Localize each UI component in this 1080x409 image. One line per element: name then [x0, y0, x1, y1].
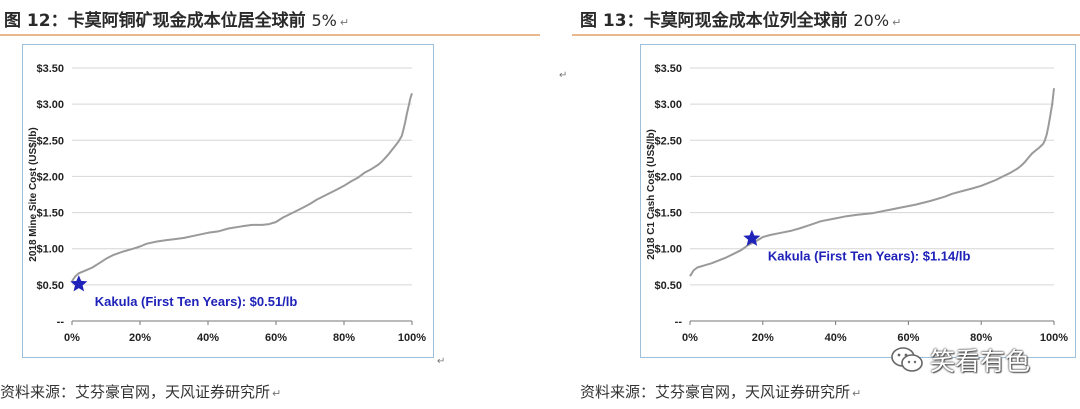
y-tick-label: $0.50: [654, 280, 682, 292]
source-text: 资料来源：艾芬豪官网，天风证券研究所: [0, 383, 271, 401]
y-tick-label: $1.50: [654, 208, 682, 220]
x-tick-label: 80%: [970, 332, 992, 344]
chart-left: -- $0.50 $1.00 $1.50 $2.00 $2.50 $3.00 $3.50 0% 2…: [22, 44, 434, 358]
y-tick-label: $1.50: [36, 208, 64, 220]
y-axis-label: 2018 Mine Site Cost (US$/lb): [28, 127, 39, 261]
y-tick-label: $0.50: [36, 280, 64, 292]
y-tick-label: $1.00: [36, 244, 64, 256]
figure-title-right: 图 13：卡莫阿现金成本位列全球前 20% ↵: [580, 6, 901, 31]
figure-title-left: 图 12：卡莫阿铜矿现金成本位居全球前 5% ↵: [4, 6, 349, 31]
x-tick-label: 0%: [64, 332, 80, 344]
x-tick-label: 20%: [752, 332, 774, 344]
chart-right: -- $0.50 $1.00 $1.50 $2.00 $2.50 $3.00 $3.50 0% 2…: [640, 44, 1076, 358]
cost-curve-line: [71, 92, 413, 282]
y-tick-label: $2.50: [654, 135, 682, 147]
y-tick-label: --: [675, 316, 683, 328]
chart-frame: [22, 44, 434, 358]
figure-title-text: 图 13：卡莫阿现金成本位列全球前: [580, 11, 848, 31]
source-text: 资料来源：艾芬豪官网，天风证券研究所: [580, 383, 851, 401]
y-axis-label: 2018 C1 Cash Cost (US$/lb): [646, 129, 657, 260]
y-tick-label: $3.50: [36, 63, 64, 75]
x-tick-label: 100%: [398, 332, 426, 344]
x-tick-label: 60%: [897, 332, 919, 344]
figure-title-pct: 5%: [311, 11, 337, 30]
y-tick-label: $3.50: [654, 63, 682, 75]
kakula-star-marker: [743, 229, 761, 246]
paragraph-mark: ↵: [339, 16, 350, 29]
source-left: 资料来源：艾芬豪官网，天风证券研究所 ↵: [0, 381, 281, 402]
figure-title-pct: 20%: [853, 11, 890, 30]
figure-title-text: 图 12：卡莫阿铜矿现金成本位居全球前: [4, 11, 306, 31]
watermark-text: 笑看有色: [930, 347, 1031, 376]
y-tick-label: $2.50: [36, 135, 64, 147]
y-tick-label: --: [57, 316, 65, 328]
x-tick-label: 100%: [1040, 332, 1068, 344]
x-tick-label: 60%: [265, 332, 287, 344]
y-tick-label: $3.00: [36, 99, 64, 111]
paragraph-mark: ↵: [852, 387, 862, 400]
x-tick-label: 0%: [682, 332, 698, 344]
paragraph-mark: ↵: [272, 387, 282, 400]
y-tick-label: $1.00: [654, 244, 682, 256]
wechat-icon: [891, 347, 923, 372]
source-right: 资料来源：艾芬豪官网，天风证券研究所 ↵: [580, 381, 861, 402]
title-rule-right: [572, 34, 1080, 36]
y-tick-label: $2.00: [654, 171, 682, 183]
title-rule-left: [0, 34, 540, 36]
annotation-label: Kakula (First Ten Years): $1.14/lb: [768, 249, 971, 264]
paragraph-mark: ↵: [892, 16, 902, 29]
watermark: 笑看有色: [890, 343, 1030, 377]
x-tick-label: 80%: [333, 332, 355, 344]
x-tick-label: 40%: [825, 332, 847, 344]
y-tick-label: $3.00: [654, 99, 682, 111]
cost-curve-line: [689, 88, 1055, 277]
x-tick-label: 20%: [129, 332, 151, 344]
chart-frame: [640, 44, 1076, 358]
paragraph-mark: ↵: [437, 356, 446, 367]
y-tick-label: $2.00: [36, 171, 64, 183]
kakula-star-marker: [70, 275, 88, 292]
paragraph-mark: ↵: [559, 70, 568, 81]
annotation-label: Kakula (First Ten Years): $0.51/lb: [95, 294, 298, 309]
x-tick-label: 40%: [197, 332, 219, 344]
